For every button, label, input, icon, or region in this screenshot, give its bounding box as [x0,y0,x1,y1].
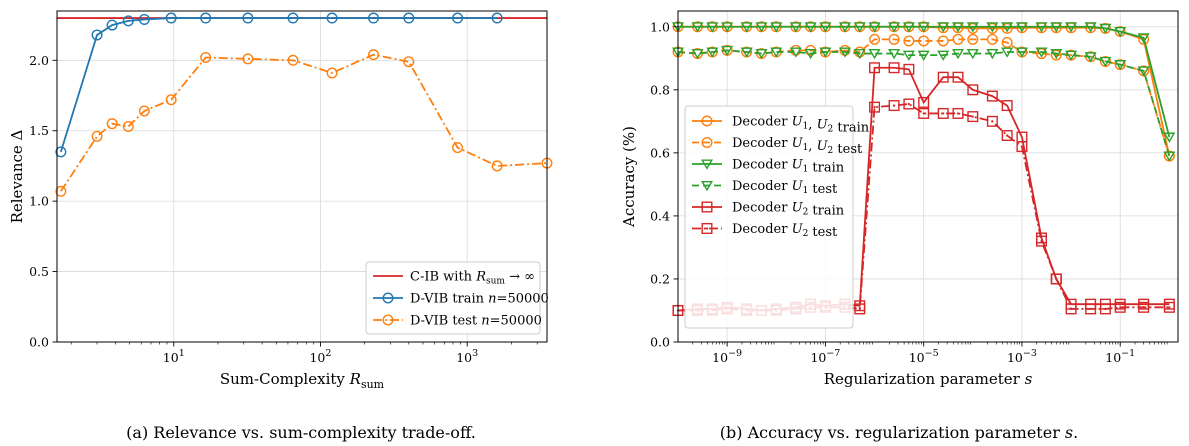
legend-label: C-IB with Rsum → ∞ [410,270,535,287]
y-tick-label: 0.2 [650,271,670,286]
legend-marker-dot [706,227,708,229]
data-point [92,132,102,142]
data-point-dot [923,112,925,114]
y-tick-label: 2.0 [29,53,49,68]
x-tick-label: 10−5 [909,348,939,365]
data-point-dot [1168,306,1170,308]
y-tick-label: 0.6 [650,145,670,160]
data-point-dot [942,112,944,114]
data-point-dot [908,103,910,105]
data-point-dot [972,116,974,118]
data-point-dot [873,106,875,108]
caption-a: (a) Relevance vs. sum-complexity trade-o… [126,423,476,442]
x-tick-label: 10−3 [1007,348,1037,365]
data-point-dot [957,112,959,114]
x-tick-label: 102 [309,348,331,365]
x-tick-label: 10−9 [712,348,742,365]
y-tick-label: 1.0 [29,194,49,209]
data-point-dot [1021,145,1023,147]
data-point-dot [1070,308,1072,310]
data-point-dot [1006,134,1008,136]
x-tick-label: 10−7 [810,348,840,365]
legend: C-IB with Rsum → ∞ D-VIB train n=50000 D-V… [366,262,549,334]
chart-a-relevance: 101 102 103 0.0 0.5 1.0 1.5 2.0 Sum-Complexity R… [8,11,552,391]
y-tick-label: 1.0 [650,19,670,34]
data-point-dot [1143,306,1145,308]
series-3 [56,50,552,196]
x-tick-label: 10−1 [1105,348,1135,365]
y-tick-label: 1.5 [29,123,49,138]
y-tick-label: 0.8 [650,82,670,97]
y-tick-label: 0.0 [29,335,49,350]
caption-b: (b) Accuracy vs. regularization paramete… [720,423,1078,442]
data-point-dot [1055,278,1057,280]
legend-label: D-VIB test n=50000 [410,314,542,329]
data-point-dot [991,120,993,122]
x-axis-label: Regularization parameter s [824,370,1033,388]
series-2 [56,13,502,156]
y-tick-label: 0.5 [29,264,49,279]
chart-b-accuracy: 10−9 10−7 10−5 10−3 10−1 0.0 0.2 0.4 0.6 0.8 1.0 Re… [620,11,1178,388]
data-point-dot [1104,308,1106,310]
legend-label: D-VIB train n=50000 [410,292,549,307]
series-line [61,18,497,152]
x-tick-label: 103 [456,348,478,365]
series-line [61,55,547,192]
data-point-dot [1040,240,1042,242]
data-point-dot [1090,308,1092,310]
y-tick-label: 0.0 [650,335,670,350]
x-axis-label: Sum-Complexity Rsum [220,370,385,391]
data-point-dot [859,308,861,310]
data-point-dot [893,104,895,106]
y-axis-label: Relevance Δ [8,129,26,223]
x-tick-label: 101 [163,348,185,365]
y-tick-label: 0.4 [650,208,670,223]
y-axis-label: Accuracy (%) [620,126,638,228]
data-point-dot [1119,306,1121,308]
